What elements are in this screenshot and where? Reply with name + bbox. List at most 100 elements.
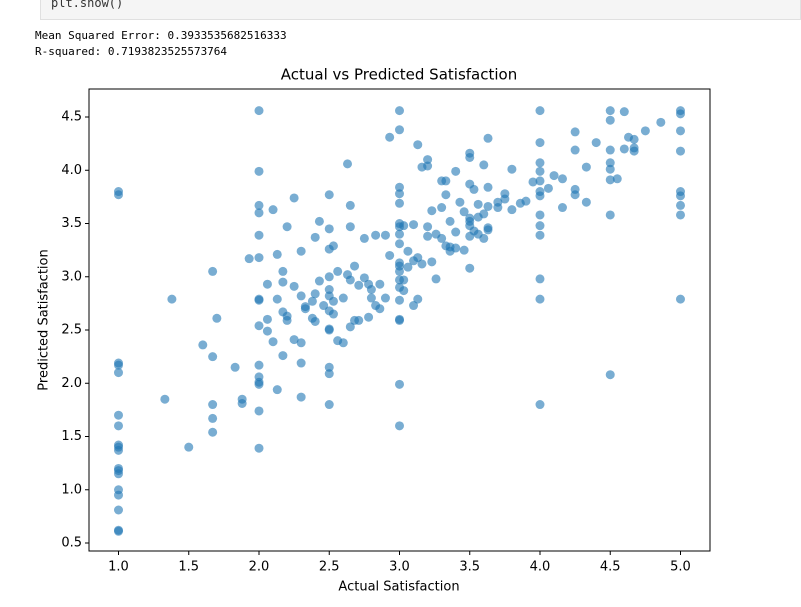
point <box>483 225 493 235</box>
point <box>535 176 545 186</box>
y-tick-label: 4.5 <box>61 110 82 125</box>
y-tick-label: 2.5 <box>61 323 82 338</box>
output-line: R-squared: 0.7193823525573764 <box>35 45 228 58</box>
point <box>437 233 447 243</box>
point <box>208 266 218 276</box>
point <box>675 109 685 119</box>
point <box>535 138 545 148</box>
point <box>445 216 455 226</box>
point <box>395 421 404 431</box>
point <box>535 400 545 410</box>
point <box>675 294 685 304</box>
point <box>354 280 364 290</box>
point <box>656 117 666 127</box>
point <box>114 445 124 455</box>
point <box>473 199 483 209</box>
point <box>338 338 348 348</box>
y-tick-label: 3.5 <box>61 216 82 231</box>
point <box>296 246 306 256</box>
point <box>289 335 299 345</box>
point <box>254 443 264 453</box>
point <box>423 231 433 241</box>
point <box>282 315 292 325</box>
point <box>296 338 306 348</box>
point <box>535 230 545 240</box>
point <box>272 249 282 259</box>
point <box>395 125 404 135</box>
point <box>395 379 404 389</box>
point <box>268 205 278 215</box>
x-axis-label: Actual Satisfaction <box>338 580 459 595</box>
point <box>184 442 194 452</box>
point <box>262 314 272 324</box>
point <box>230 362 240 372</box>
point <box>343 159 353 169</box>
point <box>570 127 580 137</box>
point <box>427 206 437 216</box>
point <box>268 337 278 347</box>
point <box>167 294 177 304</box>
point <box>459 207 469 217</box>
point <box>605 158 615 168</box>
point <box>535 210 545 220</box>
point <box>310 316 320 326</box>
point <box>629 146 639 156</box>
point <box>272 294 282 304</box>
x-tick-label: 3.0 <box>389 560 410 575</box>
point <box>535 158 545 168</box>
point <box>114 505 124 515</box>
point <box>114 526 124 536</box>
point <box>289 281 299 291</box>
point <box>640 126 650 136</box>
point <box>254 360 264 370</box>
point <box>507 205 517 215</box>
point <box>371 230 381 240</box>
point <box>423 222 433 232</box>
point <box>675 146 685 156</box>
point <box>300 304 310 314</box>
point <box>395 182 404 192</box>
point <box>333 266 343 276</box>
point <box>483 133 493 143</box>
point <box>605 115 615 125</box>
point <box>310 289 320 299</box>
point <box>385 250 395 260</box>
point <box>328 296 338 306</box>
point <box>591 138 601 148</box>
point <box>114 190 124 200</box>
point <box>395 315 404 325</box>
point <box>535 221 545 231</box>
point <box>114 360 124 370</box>
point <box>380 230 390 240</box>
point <box>375 279 385 289</box>
point <box>254 166 264 176</box>
point <box>324 224 334 234</box>
point <box>296 392 306 402</box>
point <box>427 257 437 267</box>
point <box>465 263 475 273</box>
point <box>528 177 538 187</box>
point <box>619 107 629 117</box>
point <box>483 182 493 192</box>
point <box>581 162 591 172</box>
y-tick-label: 2.0 <box>61 376 82 391</box>
point <box>483 201 493 211</box>
point <box>455 197 465 207</box>
point <box>543 183 553 193</box>
point <box>254 321 264 331</box>
x-tick-label: 1.5 <box>178 560 199 575</box>
point <box>605 164 615 174</box>
point <box>535 191 545 201</box>
y-tick-label: 1.5 <box>61 429 82 444</box>
point <box>549 171 559 181</box>
point <box>324 285 334 295</box>
point <box>345 275 355 285</box>
point <box>324 400 334 410</box>
point <box>212 313 222 323</box>
output-line: Mean Squared Error: 0.3933535682516333 <box>35 29 287 42</box>
point <box>500 194 510 204</box>
point <box>535 106 545 116</box>
point <box>319 301 329 311</box>
point <box>479 209 489 219</box>
point <box>417 259 427 269</box>
